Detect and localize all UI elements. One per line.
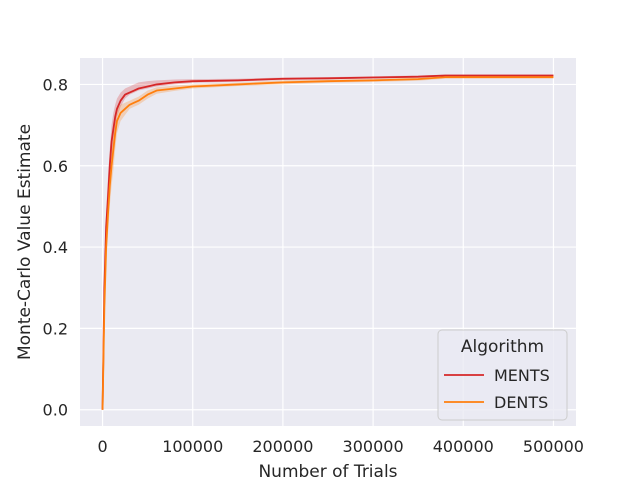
x-tick-label: 500000 xyxy=(523,437,584,456)
tick-labels: 0 100000 200000 300000 400000 500000 0.0 0.2 0.4… xyxy=(43,75,584,456)
y-tick-label: 0.6 xyxy=(43,157,68,176)
legend: Algorithm MENTS DENTS xyxy=(437,329,568,421)
x-tick-label: 0 xyxy=(97,437,107,456)
x-tick-label: 300000 xyxy=(343,437,404,456)
y-tick-label: 0.8 xyxy=(43,75,68,94)
x-axis-label: Number of Trials xyxy=(258,462,397,480)
y-tick-label: 0.0 xyxy=(43,401,68,420)
x-tick-label: 400000 xyxy=(433,437,494,456)
series-lines xyxy=(101,74,554,410)
legend-title: Algorithm xyxy=(461,337,544,357)
y-axis-label: Monte-Carlo Value Estimate xyxy=(15,124,35,360)
series-line-dents xyxy=(101,76,554,410)
legend-label-dents: DENTS xyxy=(494,393,548,412)
series-line-ments xyxy=(101,74,554,410)
x-tick-label: 200000 xyxy=(252,437,313,456)
grid-lines xyxy=(80,58,576,426)
y-tick-label: 0.4 xyxy=(43,238,68,257)
x-tick-label: 100000 xyxy=(162,437,223,456)
legend-label-ments: MENTS xyxy=(494,366,550,385)
y-tick-label: 0.2 xyxy=(43,319,68,338)
legend-box xyxy=(437,329,568,421)
